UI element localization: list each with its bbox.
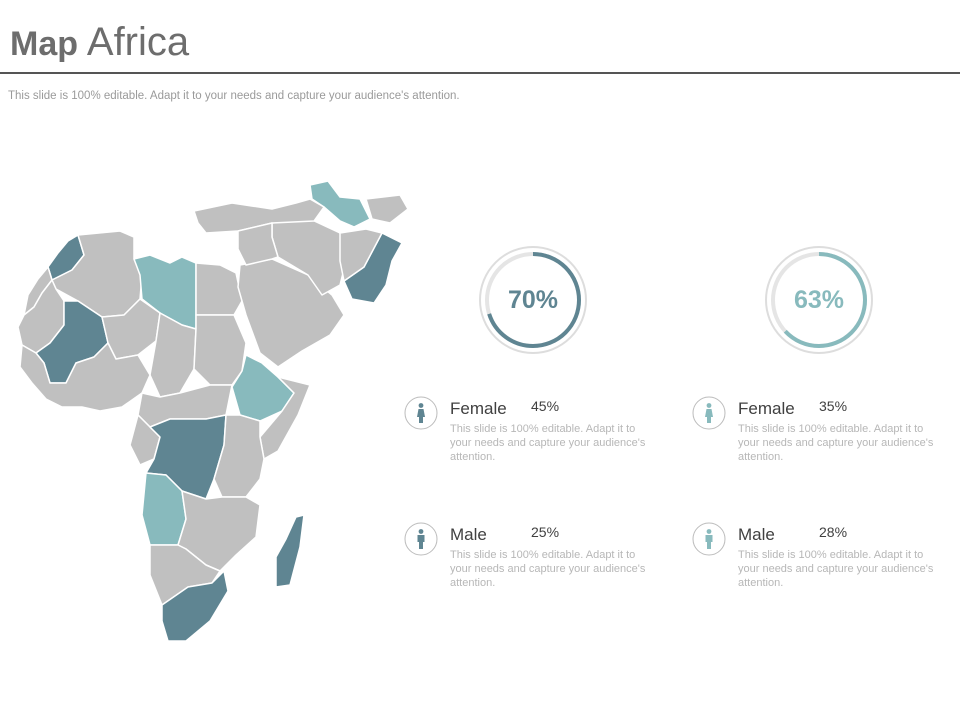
stat-value: 28% (819, 524, 848, 540)
map-country-sudan (193, 314, 247, 386)
title-divider (0, 72, 960, 74)
map-region-afghanistan (339, 228, 383, 282)
stat-description: This slide is 100% editable. Adapt it to… (738, 423, 934, 463)
stat-label: Male (738, 525, 775, 544)
stat-label: Male (450, 525, 487, 544)
stat-label: Female (738, 399, 795, 418)
stat-label: Female (450, 399, 507, 418)
stat-value: 25% (531, 524, 560, 540)
female-icon (692, 396, 726, 430)
map-region-northeast (365, 194, 409, 224)
title-bold: Map (10, 25, 78, 63)
stat-female-45: Female 45% This slide is 100% editable. … (404, 396, 654, 476)
map-region-levant (237, 222, 279, 266)
slide-title: Map Africa (10, 18, 189, 68)
percentage-ring-70: 70% (477, 244, 589, 356)
map-country-namibia-botswana (149, 544, 221, 606)
stat-female-35: Female 35% This slide is 100% editable. … (692, 396, 942, 476)
ring-value: 63% (793, 286, 845, 314)
stat-value: 45% (531, 398, 560, 414)
title-regular: Africa (86, 20, 190, 64)
female-icon (404, 396, 438, 430)
stat-description: This slide is 100% editable. Adapt it to… (450, 549, 646, 589)
map-region-turkey (193, 198, 325, 234)
map-country-west-africa (19, 342, 151, 412)
percentage-ring-63: 63% (763, 244, 875, 356)
subtitle: This slide is 100% editable. Adapt it to… (8, 90, 460, 102)
male-icon (404, 522, 438, 556)
stat-value: 35% (819, 398, 848, 414)
map-country-madagascar (275, 514, 305, 588)
ring-value: 70% (507, 286, 559, 314)
male-icon (692, 522, 726, 556)
map-country-egypt (195, 262, 243, 316)
africa-map (17, 180, 409, 642)
stat-description: This slide is 100% editable. Adapt it to… (450, 423, 646, 463)
stat-male-28: Male 28% This slide is 100% editable. Ad… (692, 522, 942, 602)
map-country-east-africa (213, 414, 265, 498)
stat-male-25: Male 25% This slide is 100% editable. Ad… (404, 522, 654, 602)
stat-description: This slide is 100% editable. Adapt it to… (738, 549, 934, 589)
map-country-south-africa (161, 570, 229, 642)
